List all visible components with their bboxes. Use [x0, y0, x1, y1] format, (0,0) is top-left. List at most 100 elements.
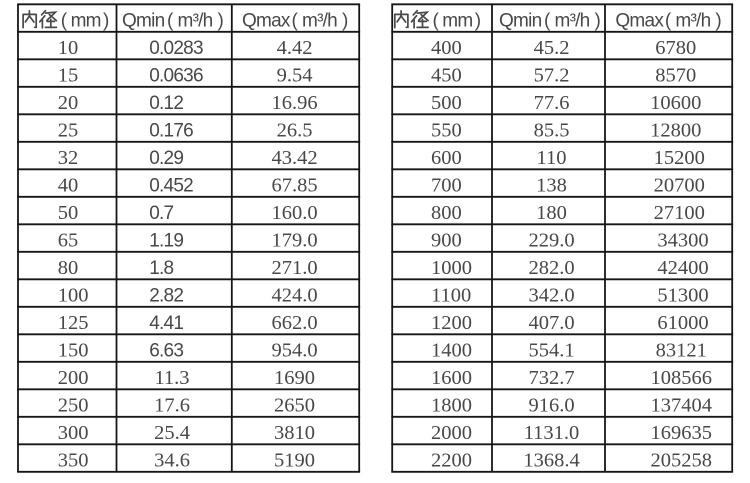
svg-text:50: 50 — [58, 202, 79, 224]
svg-text:1000: 1000 — [431, 257, 472, 279]
svg-text:0.29: 0.29 — [149, 148, 183, 169]
svg-text:16.96: 16.96 — [271, 92, 317, 114]
svg-text:11.3: 11.3 — [154, 367, 189, 389]
svg-text:57.2: 57.2 — [534, 65, 570, 87]
svg-text:15200: 15200 — [654, 147, 705, 169]
svg-text:137404: 137404 — [651, 395, 713, 417]
svg-text:662.0: 662.0 — [271, 312, 317, 334]
svg-text:(mm): (mm) — [61, 11, 109, 32]
svg-text:Qmin(m³/h): Qmin(m³/h) — [122, 11, 224, 32]
svg-text:342.0: 342.0 — [528, 285, 574, 307]
svg-text:83121: 83121 — [656, 340, 707, 362]
svg-text:1400: 1400 — [431, 340, 472, 362]
svg-text:900: 900 — [431, 230, 462, 252]
svg-text:27100: 27100 — [654, 202, 705, 224]
svg-text:2200: 2200 — [431, 450, 472, 472]
svg-text:40: 40 — [58, 175, 79, 197]
svg-text:12800: 12800 — [650, 120, 701, 142]
svg-text:205258: 205258 — [651, 450, 713, 472]
svg-text:282.0: 282.0 — [528, 257, 574, 279]
svg-text:180: 180 — [536, 202, 567, 224]
svg-text:65: 65 — [58, 230, 79, 252]
svg-text:300: 300 — [58, 422, 89, 444]
svg-text:1200: 1200 — [431, 312, 472, 334]
svg-text:424.0: 424.0 — [271, 285, 317, 307]
svg-text:17.6: 17.6 — [154, 395, 190, 417]
svg-text:42400: 42400 — [657, 257, 708, 279]
svg-text:4.42: 4.42 — [277, 37, 313, 59]
svg-text:350: 350 — [58, 450, 89, 472]
svg-text:26.5: 26.5 — [277, 120, 313, 142]
svg-text:150: 150 — [58, 340, 89, 362]
svg-text:100: 100 — [58, 285, 89, 307]
svg-text:250: 250 — [58, 395, 89, 417]
svg-text:3810: 3810 — [274, 422, 315, 444]
svg-text:6780: 6780 — [655, 37, 696, 59]
svg-text:0.452: 0.452 — [149, 176, 193, 197]
svg-text:450: 450 — [431, 65, 462, 87]
svg-text:1600: 1600 — [431, 367, 472, 389]
svg-text:Qmax(m³/h): Qmax(m³/h) — [615, 11, 721, 32]
svg-text:61000: 61000 — [657, 312, 708, 334]
svg-text:200: 200 — [58, 367, 89, 389]
svg-text:1368.4: 1368.4 — [523, 450, 579, 472]
svg-text:0.176: 0.176 — [149, 121, 193, 142]
svg-text:1131.0: 1131.0 — [524, 422, 580, 444]
svg-text:550: 550 — [431, 120, 462, 142]
svg-text:2650: 2650 — [274, 395, 315, 417]
svg-text:179.0: 179.0 — [271, 230, 317, 252]
svg-text:5190: 5190 — [274, 450, 315, 472]
svg-text:25.4: 25.4 — [154, 422, 190, 444]
svg-text:2.82: 2.82 — [149, 286, 183, 307]
svg-text:85.5: 85.5 — [534, 120, 570, 142]
svg-text:(mm): (mm) — [433, 11, 481, 32]
svg-text:6.63: 6.63 — [149, 341, 183, 362]
svg-text:20700: 20700 — [654, 175, 705, 197]
svg-text:2000: 2000 — [431, 422, 472, 444]
svg-text:77.6: 77.6 — [534, 92, 570, 114]
svg-text:80: 80 — [58, 257, 79, 279]
svg-text:15: 15 — [58, 65, 79, 87]
svg-text:1690: 1690 — [274, 367, 315, 389]
svg-text:169635: 169635 — [651, 422, 713, 444]
svg-text:400: 400 — [431, 37, 462, 59]
svg-text:600: 600 — [431, 147, 462, 169]
svg-text:110: 110 — [537, 147, 567, 169]
svg-text:43.42: 43.42 — [271, 147, 317, 169]
svg-text:554.1: 554.1 — [528, 340, 574, 362]
svg-text:1.8: 1.8 — [149, 258, 173, 279]
svg-text:125: 125 — [58, 312, 89, 334]
svg-text:8570: 8570 — [655, 65, 696, 87]
svg-text:1100: 1100 — [431, 285, 471, 307]
svg-text:732.7: 732.7 — [528, 367, 574, 389]
svg-text:700: 700 — [431, 175, 462, 197]
svg-text:160.0: 160.0 — [271, 202, 317, 224]
svg-text:271.0: 271.0 — [271, 257, 317, 279]
svg-text:0.0636: 0.0636 — [149, 66, 203, 87]
svg-text:916.0: 916.0 — [528, 395, 574, 417]
svg-text:45.2: 45.2 — [534, 37, 570, 59]
svg-text:34.6: 34.6 — [154, 450, 190, 472]
svg-text:1800: 1800 — [431, 395, 472, 417]
svg-text:51300: 51300 — [657, 285, 708, 307]
svg-text:0.0283: 0.0283 — [149, 38, 203, 59]
svg-text:800: 800 — [431, 202, 462, 224]
svg-text:67.85: 67.85 — [271, 175, 317, 197]
svg-text:108566: 108566 — [651, 367, 713, 389]
svg-text:1.19: 1.19 — [149, 231, 183, 252]
svg-text:0.7: 0.7 — [149, 203, 173, 224]
svg-text:9.54: 9.54 — [277, 65, 313, 87]
svg-text:229.0: 229.0 — [528, 230, 574, 252]
svg-text:34300: 34300 — [657, 230, 708, 252]
svg-text:32: 32 — [58, 147, 79, 169]
svg-text:0.12: 0.12 — [149, 93, 183, 114]
svg-text:407.0: 407.0 — [528, 312, 574, 334]
svg-text:Qmax(m³/h): Qmax(m³/h) — [242, 11, 348, 32]
svg-text:4.41: 4.41 — [149, 313, 183, 334]
svg-text:138: 138 — [536, 175, 567, 197]
svg-text:500: 500 — [431, 92, 462, 114]
svg-text:954.0: 954.0 — [271, 340, 317, 362]
svg-text:20: 20 — [58, 92, 79, 114]
svg-text:25: 25 — [58, 120, 79, 142]
svg-text:10: 10 — [58, 37, 79, 59]
